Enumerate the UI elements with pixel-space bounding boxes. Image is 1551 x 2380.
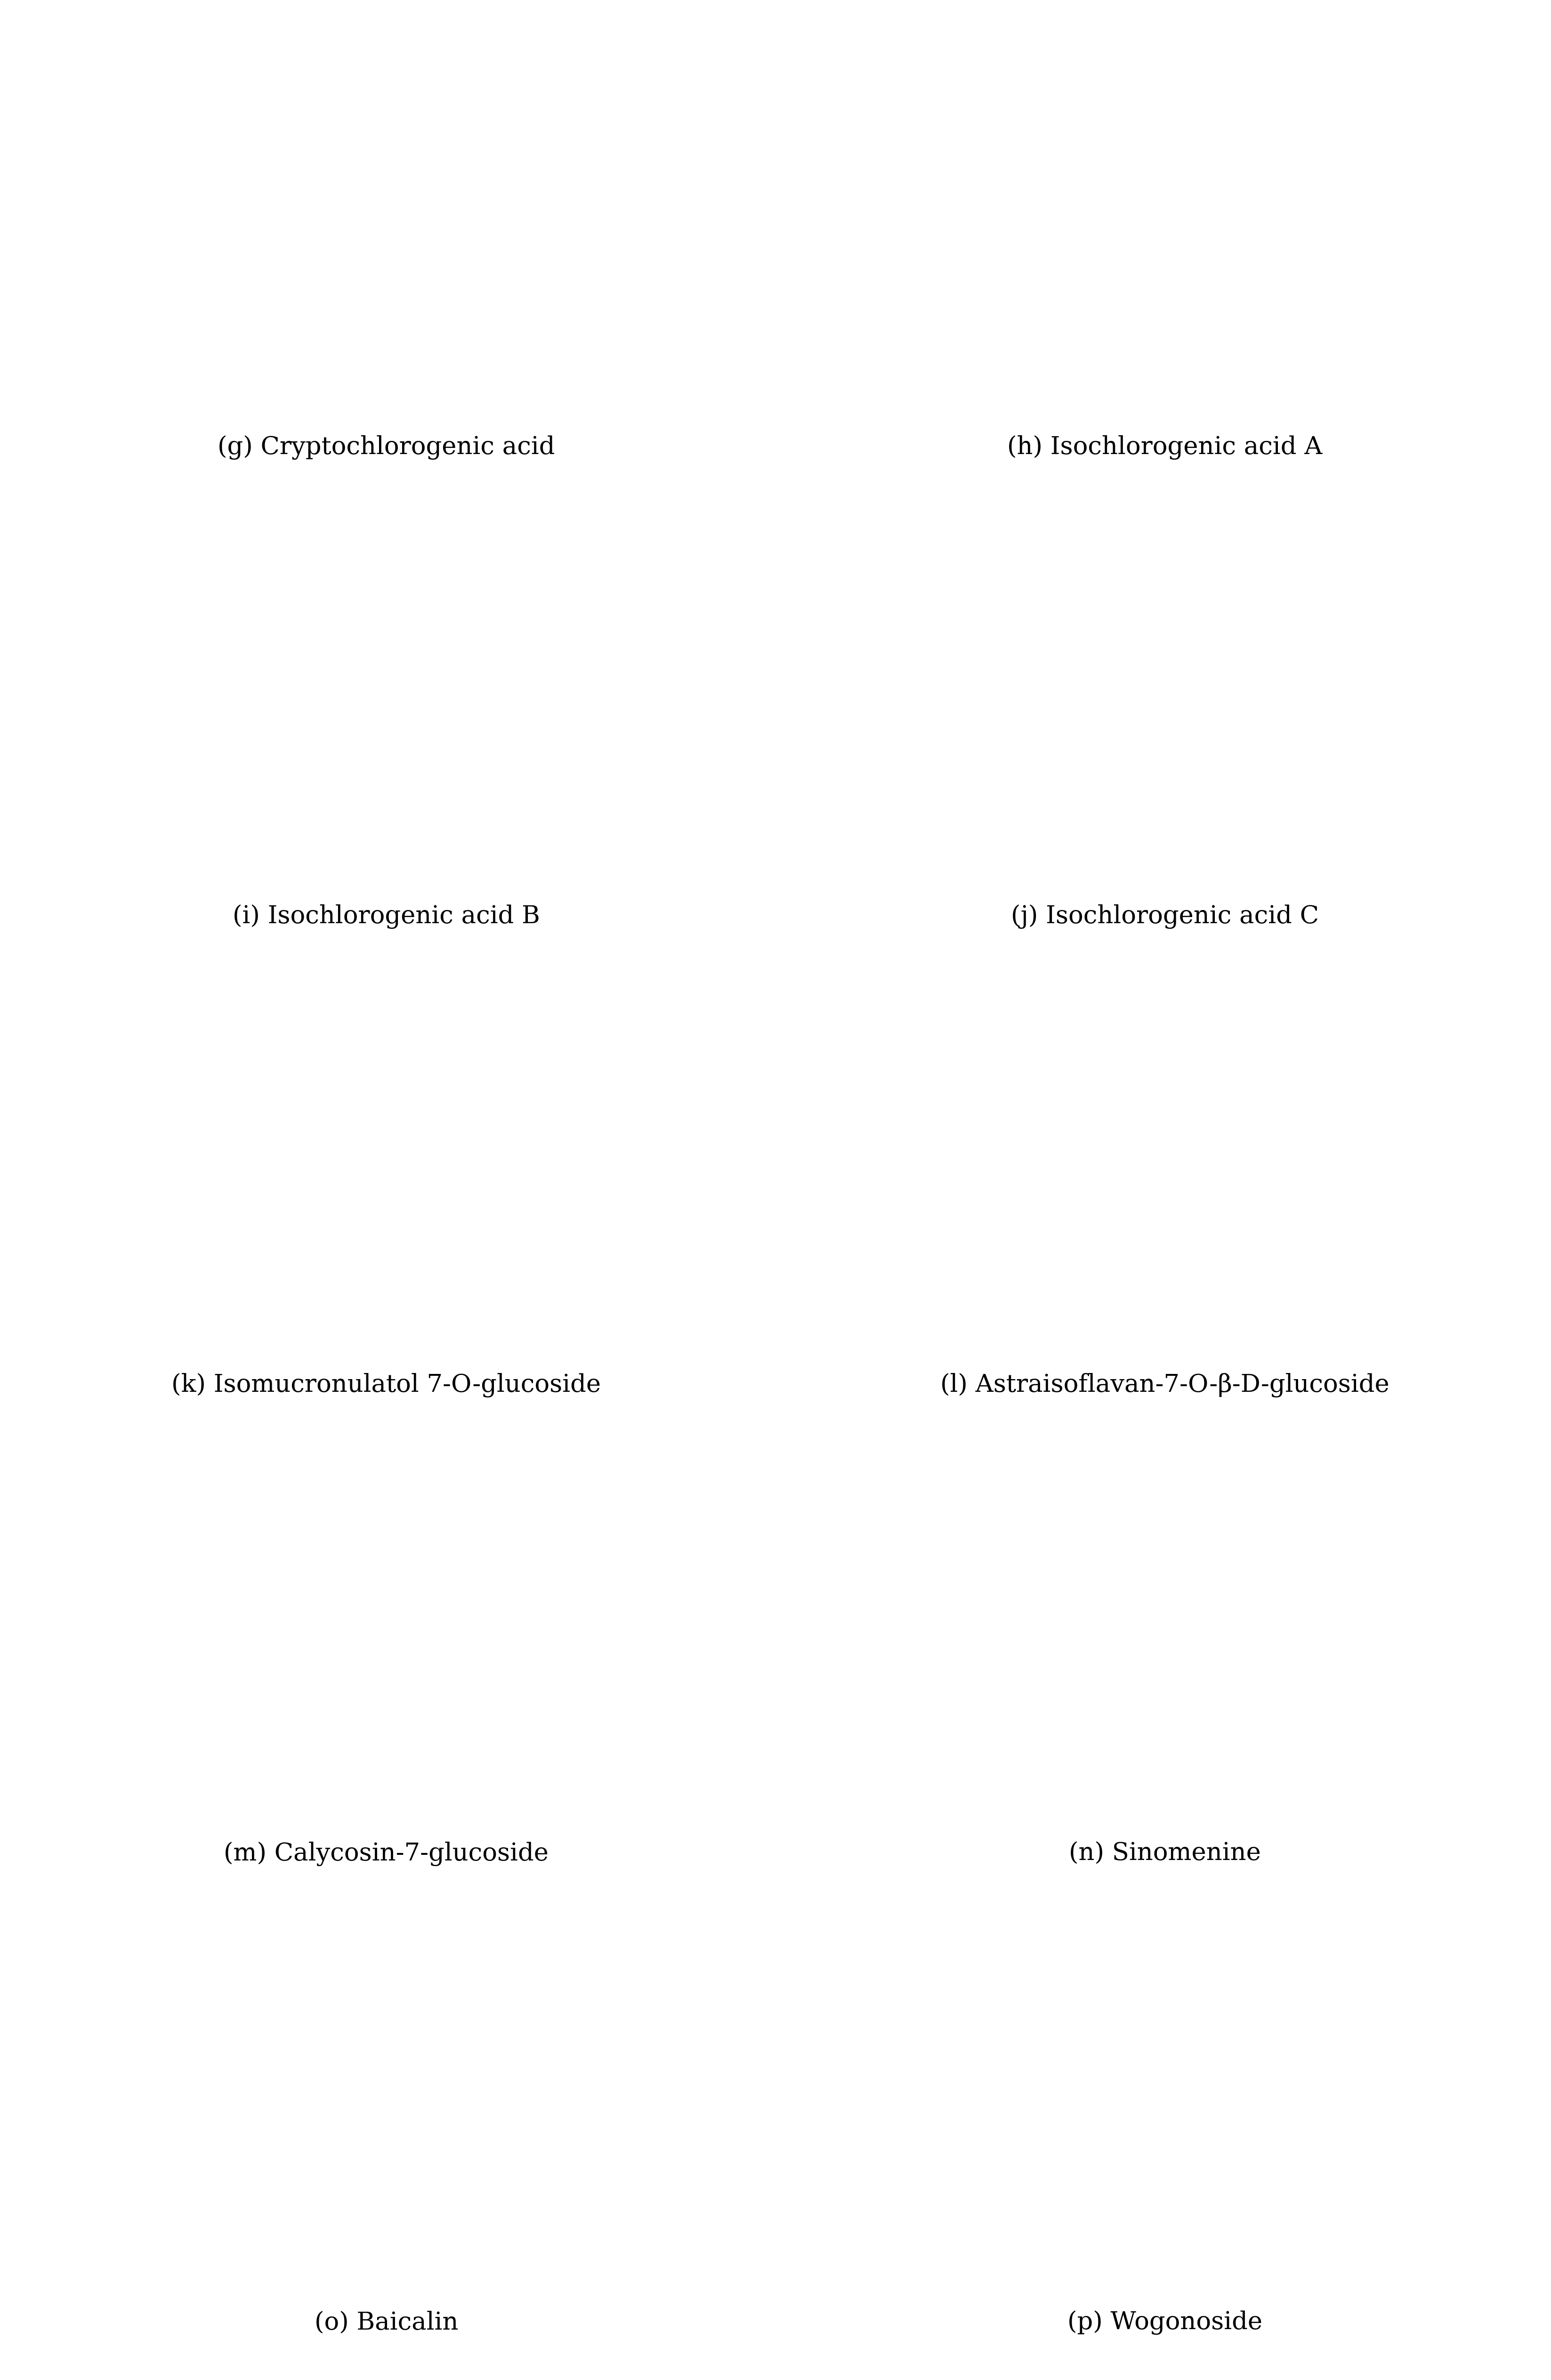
Text: (n) Sinomenine: (n) Sinomenine <box>1069 1842 1261 1866</box>
Text: (g) Cryptochlorogenic acid: (g) Cryptochlorogenic acid <box>217 436 555 459</box>
Text: (l) Astraisoflavan-7-O-β-D-glucoside: (l) Astraisoflavan-7-O-β-D-glucoside <box>940 1373 1390 1397</box>
Text: (i) Isochlorogenic acid B: (i) Isochlorogenic acid B <box>233 904 540 928</box>
Text: (j) Isochlorogenic acid C: (j) Isochlorogenic acid C <box>1011 904 1318 928</box>
Text: (m) Calycosin-7-glucoside: (m) Calycosin-7-glucoside <box>223 1842 549 1866</box>
Text: (o) Baicalin: (o) Baicalin <box>315 2311 458 2335</box>
Text: (k) Isomucronulatol 7-O-glucoside: (k) Isomucronulatol 7-O-glucoside <box>172 1373 600 1397</box>
Text: (p) Wogonoside: (p) Wogonoside <box>1067 2311 1263 2335</box>
Text: (h) Isochlorogenic acid A: (h) Isochlorogenic acid A <box>1007 436 1323 459</box>
